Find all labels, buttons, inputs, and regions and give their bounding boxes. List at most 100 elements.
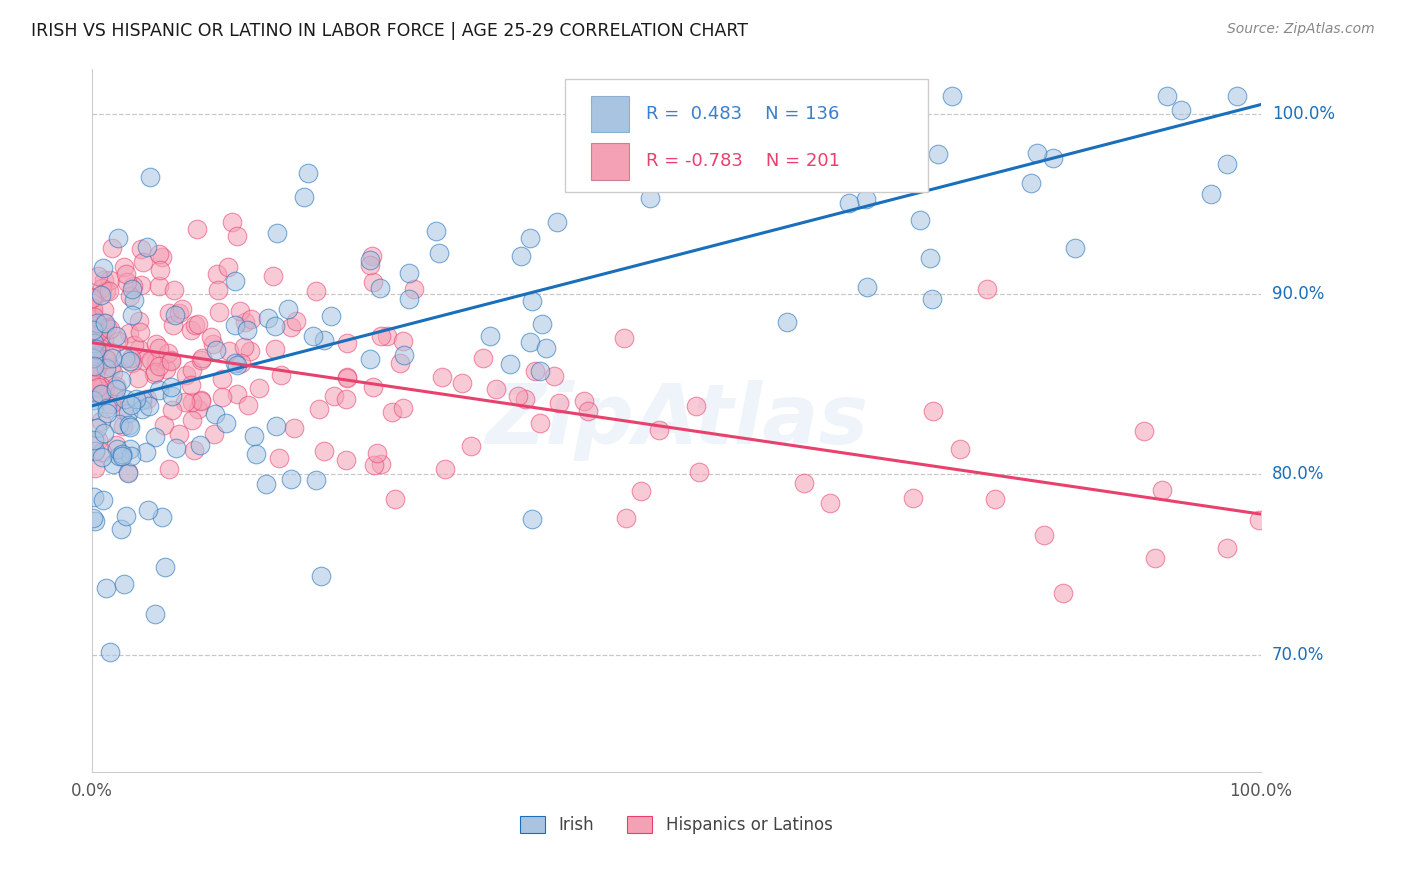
Point — [640, 191, 662, 205]
Point — [93, 303, 115, 318]
Point — [302, 329, 325, 343]
Point — [83, 310, 105, 325]
Point — [616, 510, 638, 524]
Point — [112, 260, 135, 275]
Point — [136, 240, 159, 254]
Point — [152, 417, 174, 432]
Point — [186, 222, 208, 236]
Point — [87, 269, 110, 284]
Point — [160, 402, 183, 417]
Point — [776, 315, 799, 329]
Point — [460, 439, 482, 453]
Text: IRISH VS HISPANIC OR LATINO IN LABOR FORCE | AGE 25-29 CORRELATION CHART: IRISH VS HISPANIC OR LATINO IN LABOR FOR… — [31, 22, 748, 40]
Point — [94, 582, 117, 596]
Point — [479, 328, 502, 343]
Point — [1063, 241, 1085, 255]
Point — [335, 453, 357, 467]
Point — [266, 418, 288, 433]
Point — [901, 491, 924, 505]
Point — [94, 284, 117, 298]
Point — [1143, 551, 1166, 566]
Point — [110, 522, 132, 536]
Point — [120, 398, 142, 412]
Point — [277, 302, 299, 317]
Point — [262, 268, 284, 283]
Point — [242, 429, 264, 443]
Text: Source: ZipAtlas.com: Source: ZipAtlas.com — [1227, 22, 1375, 37]
Point — [156, 346, 179, 360]
Point — [240, 311, 263, 326]
Point — [89, 288, 111, 302]
FancyBboxPatch shape — [565, 79, 928, 192]
Point — [201, 336, 224, 351]
Point — [224, 318, 246, 333]
Point — [218, 343, 240, 358]
FancyBboxPatch shape — [591, 95, 628, 132]
Point — [157, 306, 180, 320]
Point — [910, 213, 932, 227]
Point — [394, 348, 416, 362]
Point — [132, 255, 155, 269]
Point — [98, 322, 121, 336]
Point — [1026, 145, 1049, 160]
Point — [110, 447, 132, 461]
Point — [112, 419, 135, 434]
Point — [520, 512, 543, 526]
Point — [165, 309, 187, 323]
Point — [647, 423, 669, 437]
Point — [513, 392, 536, 406]
Point — [433, 461, 456, 475]
Point — [180, 378, 202, 392]
Legend: Irish, Hispanics or Latinos: Irish, Hispanics or Latinos — [520, 816, 832, 834]
Point — [170, 301, 193, 316]
Text: 70.0%: 70.0% — [1272, 646, 1324, 664]
Point — [148, 341, 170, 355]
Point — [200, 330, 222, 344]
Point — [949, 442, 972, 456]
Text: 90.0%: 90.0% — [1272, 285, 1324, 303]
Point — [86, 421, 108, 435]
Point — [388, 356, 411, 370]
Point — [117, 467, 139, 481]
Point — [145, 354, 167, 368]
Point — [927, 146, 949, 161]
Point — [143, 430, 166, 444]
Point — [90, 414, 112, 428]
Point — [257, 311, 280, 326]
Point — [89, 341, 111, 355]
Point — [506, 388, 529, 402]
Point — [101, 241, 124, 255]
Point — [321, 309, 343, 323]
Point — [522, 294, 544, 309]
Point — [96, 401, 118, 415]
Point — [498, 357, 520, 371]
Point — [1133, 424, 1156, 438]
Point — [120, 449, 142, 463]
Point — [125, 392, 148, 407]
Text: R = -0.783    N = 201: R = -0.783 N = 201 — [645, 153, 839, 170]
Point — [82, 351, 104, 365]
Point — [190, 393, 212, 408]
Point — [82, 377, 104, 392]
Point — [84, 349, 107, 363]
Point — [432, 369, 454, 384]
Point — [233, 315, 256, 329]
Point — [188, 438, 211, 452]
Point — [311, 569, 333, 583]
Point — [191, 351, 214, 365]
Point — [205, 343, 228, 357]
Point — [83, 433, 105, 447]
Point — [117, 326, 139, 340]
Point — [157, 461, 180, 475]
Point — [163, 283, 186, 297]
Point — [211, 372, 233, 386]
Point — [138, 503, 160, 517]
Point — [162, 318, 184, 332]
Point — [93, 273, 115, 287]
Point — [226, 359, 249, 373]
Point — [425, 224, 447, 238]
Point — [90, 450, 112, 465]
Point — [93, 322, 115, 336]
Point — [98, 285, 121, 299]
Point — [148, 359, 170, 374]
